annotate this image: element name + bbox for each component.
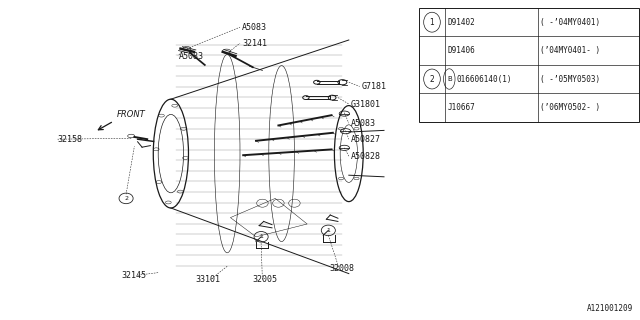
Text: 2: 2 — [124, 196, 128, 201]
Text: A50828: A50828 — [351, 152, 381, 161]
Text: 1: 1 — [259, 234, 263, 239]
Text: 32008: 32008 — [330, 264, 355, 273]
Text: 32158: 32158 — [58, 135, 83, 144]
Bar — [419, 8, 639, 122]
Text: A5083: A5083 — [179, 52, 204, 60]
Text: ( -’05MY0503): ( -’05MY0503) — [540, 75, 600, 84]
Text: ( -’04MY0401): ( -’04MY0401) — [540, 18, 600, 27]
Text: A5083: A5083 — [242, 23, 267, 32]
Text: 32141: 32141 — [242, 39, 267, 48]
Text: G31801: G31801 — [351, 100, 381, 108]
Text: FRONT: FRONT — [117, 110, 146, 119]
Text: (’06MY0502- ): (’06MY0502- ) — [540, 103, 600, 112]
Text: J10667: J10667 — [448, 103, 476, 112]
Text: 33101: 33101 — [195, 276, 220, 284]
Text: 1: 1 — [429, 18, 435, 27]
Text: 32145: 32145 — [122, 271, 147, 280]
Text: D91402: D91402 — [448, 18, 476, 27]
Text: B: B — [447, 76, 452, 82]
Text: A50827: A50827 — [351, 135, 381, 144]
Text: (’04MY0401- ): (’04MY0401- ) — [540, 46, 600, 55]
Text: 2: 2 — [429, 75, 435, 84]
Text: 1: 1 — [326, 228, 330, 233]
Text: G7181: G7181 — [362, 82, 387, 91]
Text: D91406: D91406 — [448, 46, 476, 55]
Text: 32005: 32005 — [253, 276, 278, 284]
Text: A121001209: A121001209 — [588, 304, 634, 313]
Text: 016606140(1): 016606140(1) — [457, 75, 513, 84]
Text: A5083: A5083 — [351, 119, 376, 128]
